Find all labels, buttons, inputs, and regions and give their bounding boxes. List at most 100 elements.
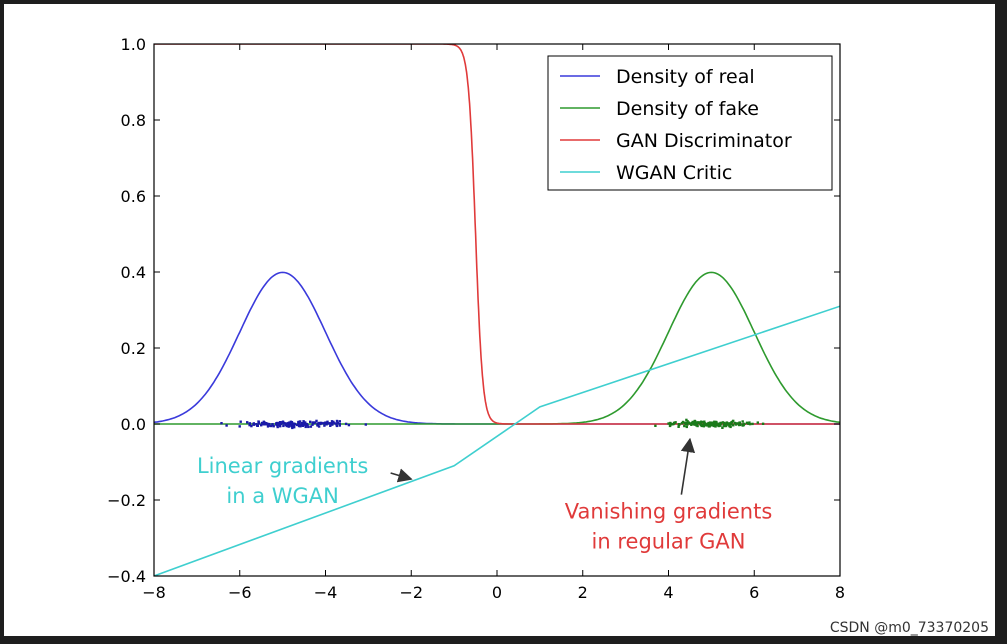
scatter-point bbox=[669, 422, 672, 425]
scatter-point bbox=[748, 421, 751, 424]
scatter-point bbox=[713, 424, 717, 428]
scatter-point bbox=[276, 424, 279, 427]
scatter-point bbox=[728, 424, 731, 428]
scatter-point bbox=[748, 422, 752, 426]
scatter-point bbox=[238, 425, 241, 428]
scatter-point bbox=[288, 421, 291, 424]
scatter-point bbox=[654, 424, 657, 427]
y-tick-label: 0.2 bbox=[121, 339, 146, 358]
scatter-point bbox=[265, 422, 268, 425]
scatter-point bbox=[288, 424, 291, 428]
scatter-point bbox=[291, 424, 295, 427]
scatter-point bbox=[290, 422, 293, 425]
scatter-point bbox=[252, 423, 256, 426]
scatter-point bbox=[333, 422, 336, 425]
scatter-point bbox=[723, 424, 726, 428]
y-tick-label: 1.0 bbox=[121, 35, 146, 54]
scatter-point bbox=[680, 422, 684, 425]
series-line-2 bbox=[154, 271, 840, 425]
scatter-point bbox=[695, 423, 699, 427]
scatter-point bbox=[261, 423, 265, 426]
scatter-point bbox=[304, 425, 307, 429]
series-line-4 bbox=[154, 305, 840, 576]
scatter-point bbox=[250, 424, 253, 428]
y-tick-label: 0.4 bbox=[121, 263, 146, 282]
scatter-point bbox=[713, 420, 716, 423]
scatter-point bbox=[336, 421, 340, 425]
scatter-point bbox=[344, 422, 348, 426]
scatter-point bbox=[321, 422, 324, 425]
scatter-point bbox=[683, 424, 686, 428]
scatter-point bbox=[738, 423, 741, 427]
scatter-point bbox=[707, 425, 711, 428]
scatter-point bbox=[696, 421, 700, 424]
scatter-point bbox=[312, 421, 315, 425]
scatter-point bbox=[338, 424, 341, 427]
scatter-point bbox=[316, 424, 319, 427]
scatter-point bbox=[332, 420, 335, 424]
scatter-point bbox=[667, 422, 670, 425]
scatter-point bbox=[309, 420, 312, 423]
scatter-point bbox=[741, 424, 744, 427]
scatter-point bbox=[283, 422, 286, 425]
plot-area: −8 −6 −4 −2 0 2 4 6 8 1.0 0.8 0.6 0.4 0.2 0.0 −0.2 −0.4 D… bbox=[107, 35, 845, 602]
scatter-point bbox=[335, 423, 338, 426]
y-tick-label: 0.6 bbox=[121, 187, 146, 206]
scatter-point bbox=[751, 422, 754, 426]
scatter-point bbox=[316, 422, 320, 425]
scatter-point bbox=[686, 420, 689, 423]
x-tick-label: 8 bbox=[835, 583, 845, 602]
scatter-point bbox=[331, 423, 334, 426]
scatter-point bbox=[724, 424, 728, 428]
annotation-text: in a WGAN bbox=[226, 484, 338, 508]
scatter-point bbox=[328, 422, 332, 425]
annotation-text: in regular GAN bbox=[592, 530, 746, 554]
scatter-point bbox=[274, 422, 278, 426]
scatter-point bbox=[741, 420, 744, 423]
scatter-point bbox=[304, 421, 307, 424]
scatter-point bbox=[330, 420, 334, 423]
scatter-point bbox=[307, 425, 310, 429]
scatter-point bbox=[225, 424, 228, 427]
scatter-point bbox=[323, 424, 326, 427]
scatter-point bbox=[326, 421, 329, 425]
scatter-point bbox=[715, 422, 718, 425]
scatter-point bbox=[324, 421, 327, 424]
scatter-point bbox=[295, 423, 299, 427]
legend-label: Density of real bbox=[616, 66, 755, 88]
x-tick-label: −4 bbox=[314, 583, 338, 602]
series-line-1 bbox=[154, 271, 840, 425]
scatter-point bbox=[693, 420, 696, 424]
scatter-point bbox=[698, 421, 701, 424]
scatter-point bbox=[719, 422, 722, 425]
scatter-point bbox=[267, 422, 270, 426]
scatter-point bbox=[721, 426, 724, 429]
scatter-point bbox=[673, 421, 676, 425]
x-tick-label: 0 bbox=[492, 583, 502, 602]
scatter-point bbox=[220, 422, 223, 425]
scatter-point bbox=[704, 423, 707, 427]
scatter-point bbox=[677, 425, 680, 428]
annotation-arrow bbox=[390, 468, 413, 483]
scatter-point bbox=[700, 420, 703, 423]
x-tick-label: −2 bbox=[399, 583, 423, 602]
scatter-point bbox=[695, 422, 698, 425]
scatter-point bbox=[745, 421, 749, 424]
scatter-point bbox=[702, 425, 705, 428]
scatter-point bbox=[732, 419, 735, 423]
scatter-point bbox=[733, 421, 737, 425]
scatter-point bbox=[298, 420, 302, 423]
scatter-point bbox=[282, 424, 285, 428]
x-tick-label: 2 bbox=[578, 583, 588, 602]
x-tick-label: 6 bbox=[749, 583, 759, 602]
scatter-point bbox=[257, 420, 260, 424]
scatter-point bbox=[347, 423, 351, 427]
scatter-point bbox=[297, 423, 300, 426]
scatter-point bbox=[691, 420, 694, 424]
scatter-point bbox=[268, 424, 271, 427]
scatter-point bbox=[364, 423, 367, 426]
scatter-point bbox=[685, 425, 688, 429]
scatter-point bbox=[335, 419, 339, 423]
scatter-point bbox=[248, 422, 252, 425]
scatter-point bbox=[276, 425, 279, 429]
